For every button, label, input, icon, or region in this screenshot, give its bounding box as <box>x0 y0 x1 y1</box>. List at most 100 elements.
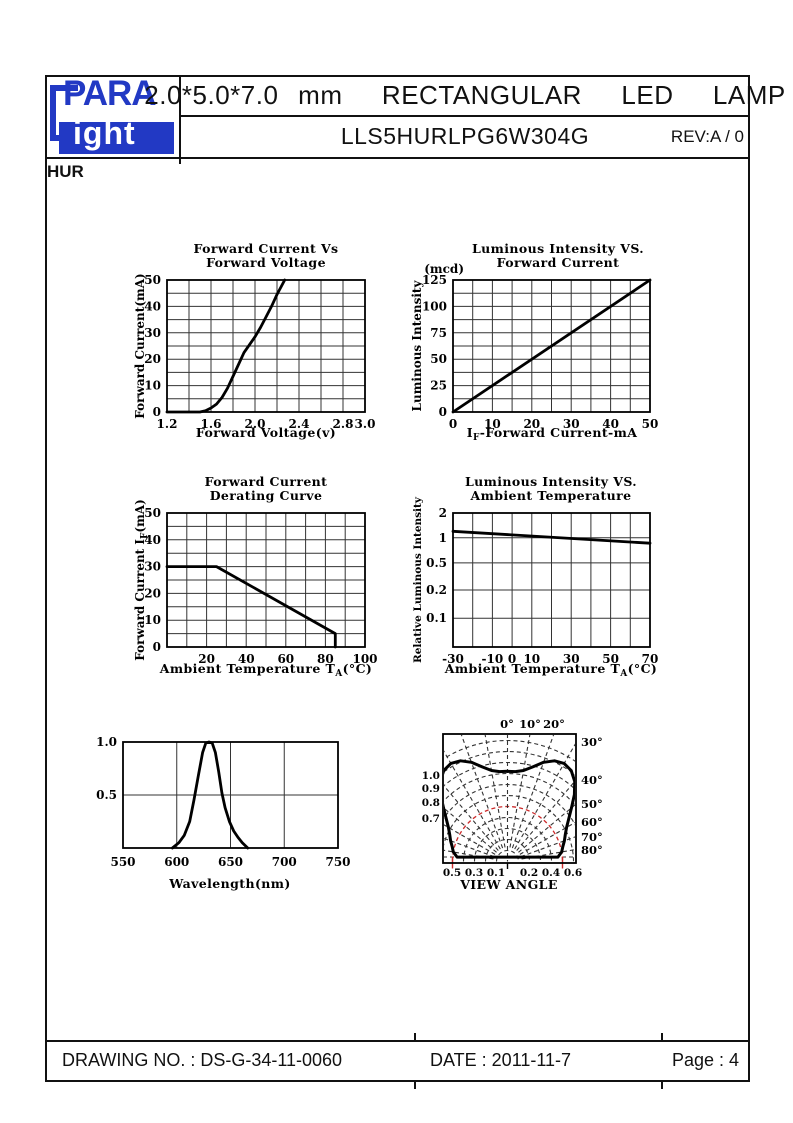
logo-bar: ight <box>59 115 174 154</box>
radial-scale-label: 0.4 <box>542 867 560 879</box>
y-tick-label: 10 <box>144 379 161 393</box>
revision-label: REV:A / 0 <box>670 126 744 146</box>
y-tick-label: 0 <box>153 405 161 419</box>
logo-cell-divider <box>179 75 181 164</box>
y-tick-label: 125 <box>422 273 447 287</box>
x-tick-label: 50 <box>642 417 659 431</box>
x-tick-label: 10 <box>484 417 501 431</box>
date-label: DATE : 2011-11-7 <box>430 1050 572 1070</box>
y-axis-label: Forward Current IF(mA) <box>133 499 150 661</box>
x-tick-label: 700 <box>272 855 297 869</box>
y-tick-label: 75 <box>430 326 447 340</box>
y-tick-label: 50 <box>144 506 161 520</box>
y-tick-label: 0 <box>439 405 447 419</box>
y-tick-label: 1 <box>439 531 447 545</box>
radiation-pattern-curve <box>444 759 575 859</box>
chart-title: Luminous Intensity VS. <box>472 241 644 256</box>
radial-scale-label: 0.1 <box>487 867 505 879</box>
data-curve <box>451 529 652 545</box>
page-border-top <box>45 75 750 77</box>
paralight-logo: PARA ight <box>50 74 176 155</box>
radial-scale-label: 1.0 <box>422 770 440 782</box>
x-tick-label: -10 <box>482 652 504 666</box>
x-tick-label: 650 <box>218 855 243 869</box>
footer-column-tick <box>661 1033 663 1040</box>
x-tick-label: 10 <box>523 652 540 666</box>
x-tick-label: 40 <box>238 652 255 666</box>
data-curve <box>165 278 287 414</box>
page-number: Page : 4 <box>672 1050 740 1070</box>
x-tick-label: 3.0 <box>355 417 376 431</box>
y-tick-label: 40 <box>144 299 161 313</box>
x-tick-label: 2.4 <box>289 417 310 431</box>
radial-scale-label: 0.7 <box>422 813 440 825</box>
x-tick-label: 0 <box>508 652 516 666</box>
angle-label: 60° <box>581 815 603 829</box>
y-tick-label: 25 <box>430 379 447 393</box>
y-tick-label: 20 <box>144 586 161 600</box>
chart-title: Ambient Temperature <box>469 488 631 503</box>
x-tick-label: 20 <box>523 417 540 431</box>
y-axis-label: Forward Current(mA) <box>133 273 147 418</box>
chart-title: Luminous Intensity VS. <box>465 474 637 489</box>
angle-label: 50° <box>581 797 603 811</box>
x-tick-label: 70 <box>642 652 659 666</box>
x-tick-label: 550 <box>110 855 135 869</box>
radial-scale-label: 0.6 <box>564 867 582 879</box>
angle-label: 40° <box>581 773 603 787</box>
x-tick-label: 2.8 <box>333 417 354 431</box>
y-tick-label: 0.5 <box>426 556 447 570</box>
angle-label: 30° <box>581 735 603 749</box>
x-tick-label: 50 <box>602 652 619 666</box>
logo-text-para: PARA <box>63 74 157 113</box>
x-tick-label: 30 <box>563 652 580 666</box>
x-tick-label: 100 <box>352 652 377 666</box>
y-tick-label: 1.0 <box>96 735 117 749</box>
section-label: HUR <box>47 162 84 181</box>
angle-label: 0° <box>500 717 514 731</box>
angle-label: 10° <box>519 717 541 731</box>
y-tick-label: 50 <box>144 273 161 287</box>
chart-title: Forward Voltage <box>206 255 326 270</box>
chart-title: Forward Current <box>205 474 328 489</box>
angle-label: 80° <box>581 843 603 857</box>
y-axis-unit: (mcd) <box>424 262 464 276</box>
x-axis-label: Ambient Temperature TA(°C) <box>444 661 658 679</box>
page-border-right <box>748 75 750 1082</box>
x-tick-label: 2.0 <box>245 417 266 431</box>
angle-label: 20° <box>543 717 565 731</box>
data-curve <box>165 565 337 649</box>
logo-text-ight: ight <box>73 115 136 151</box>
x-tick-label: 0 <box>449 417 457 431</box>
radial-scale-label: 0.8 <box>422 797 440 809</box>
footer-column-tick <box>414 1082 416 1089</box>
page-border-bottom <box>45 1080 750 1082</box>
chart-view-angle: 0° 10° 20° 30° 40° 50° 60°70°80° 1.00.9 0.8 0.7 0.… <box>422 717 603 892</box>
y-tick-label: 30 <box>144 326 161 340</box>
polar-axis-label: VIEW ANGLE <box>459 877 558 892</box>
chart-title: Forward Current <box>497 255 620 270</box>
y-tick-label: 40 <box>144 533 161 547</box>
y-axis-label: Luminous Intensity <box>410 280 424 412</box>
page-border-left <box>45 75 47 1082</box>
footer-column-tick <box>414 1033 416 1040</box>
x-tick-label: 1.2 <box>157 417 178 431</box>
y-tick-label: 50 <box>430 352 447 366</box>
chart-title: Forward Current Vs <box>194 241 339 256</box>
radial-scale-label: 0.3 <box>465 867 483 879</box>
chart-luminous-intensity-vs-ambient-temperature: -30 -10 0 10 30 50 70 2 1 0.5 0.2 0.1 Luminous Inten… <box>412 474 658 679</box>
footer-column-tick <box>661 1082 663 1089</box>
x-tick-label: 80 <box>317 652 334 666</box>
chart-spectral-distribution: 550 600 650 700 750 1.0 0.5 Wavelength(nm) <box>96 735 350 891</box>
y-axis-label: Relative Luminous Intensity <box>412 496 424 663</box>
radial-scale-label: 0.5 <box>443 867 461 879</box>
x-tick-label: 30 <box>563 417 580 431</box>
data-curve <box>170 740 250 850</box>
header-bottom-divider <box>45 157 748 159</box>
x-tick-label: 20 <box>198 652 215 666</box>
drawing-number: DRAWING NO. : DS-G-34-11-0060 <box>62 1050 343 1070</box>
x-tick-label: 600 <box>164 855 189 869</box>
